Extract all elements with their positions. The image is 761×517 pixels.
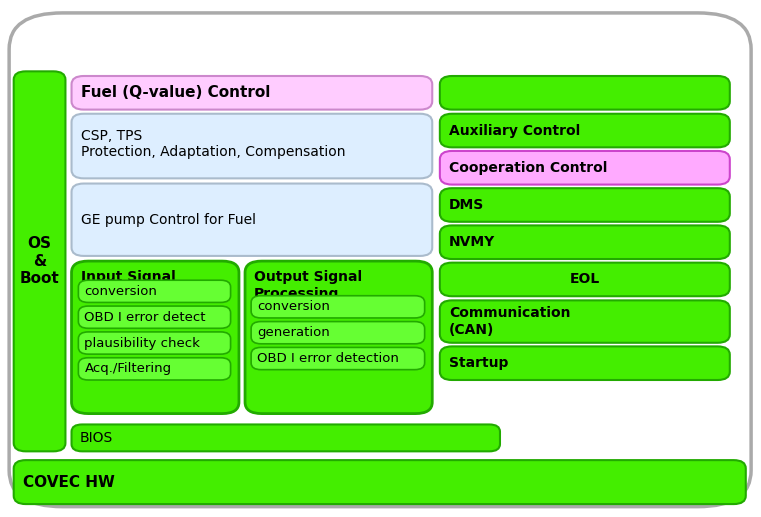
Text: GE pump Control for Fuel: GE pump Control for Fuel: [81, 212, 256, 227]
Text: plausibility check: plausibility check: [84, 337, 200, 349]
Text: Output Signal
Processing: Output Signal Processing: [254, 270, 362, 300]
FancyBboxPatch shape: [78, 306, 231, 328]
FancyBboxPatch shape: [440, 76, 730, 110]
Text: OBD I error detect: OBD I error detect: [84, 311, 206, 324]
FancyBboxPatch shape: [440, 300, 730, 343]
Text: Cooperation Control: Cooperation Control: [449, 161, 607, 175]
Text: Startup: Startup: [449, 356, 508, 370]
FancyBboxPatch shape: [245, 261, 432, 414]
Text: COVEC HW: COVEC HW: [23, 475, 115, 490]
Text: generation: generation: [257, 326, 330, 339]
Text: EOL: EOL: [570, 272, 600, 286]
FancyBboxPatch shape: [78, 358, 231, 380]
Text: Communication
(CAN): Communication (CAN): [449, 307, 571, 337]
FancyBboxPatch shape: [440, 263, 730, 296]
FancyBboxPatch shape: [72, 76, 432, 110]
Text: Input Signal
Processing: Input Signal Processing: [81, 270, 176, 300]
Text: conversion: conversion: [84, 285, 158, 298]
Text: OBD I error detection: OBD I error detection: [257, 352, 399, 365]
Text: NVMY: NVMY: [449, 235, 495, 249]
FancyBboxPatch shape: [9, 13, 751, 507]
Text: DMS: DMS: [449, 198, 484, 212]
FancyBboxPatch shape: [78, 332, 231, 354]
FancyBboxPatch shape: [440, 225, 730, 259]
FancyBboxPatch shape: [72, 424, 500, 451]
FancyBboxPatch shape: [440, 114, 730, 147]
FancyBboxPatch shape: [78, 280, 231, 302]
FancyBboxPatch shape: [251, 296, 425, 318]
Text: BIOS: BIOS: [79, 431, 113, 445]
FancyBboxPatch shape: [251, 347, 425, 370]
Text: CSP, TPS
Protection, Adaptation, Compensation: CSP, TPS Protection, Adaptation, Compens…: [81, 129, 345, 159]
FancyBboxPatch shape: [440, 151, 730, 185]
FancyBboxPatch shape: [251, 322, 425, 344]
Text: OS
&
Boot: OS & Boot: [20, 236, 59, 286]
FancyBboxPatch shape: [440, 346, 730, 380]
Text: Fuel (Q-value) Control: Fuel (Q-value) Control: [81, 85, 270, 100]
FancyBboxPatch shape: [72, 184, 432, 256]
Text: conversion: conversion: [257, 300, 330, 313]
Text: Auxiliary Control: Auxiliary Control: [449, 124, 580, 138]
Text: Acq./Filtering: Acq./Filtering: [84, 362, 171, 375]
FancyBboxPatch shape: [72, 261, 239, 414]
FancyBboxPatch shape: [440, 188, 730, 222]
FancyBboxPatch shape: [72, 114, 432, 178]
FancyBboxPatch shape: [14, 460, 746, 504]
FancyBboxPatch shape: [14, 71, 65, 451]
